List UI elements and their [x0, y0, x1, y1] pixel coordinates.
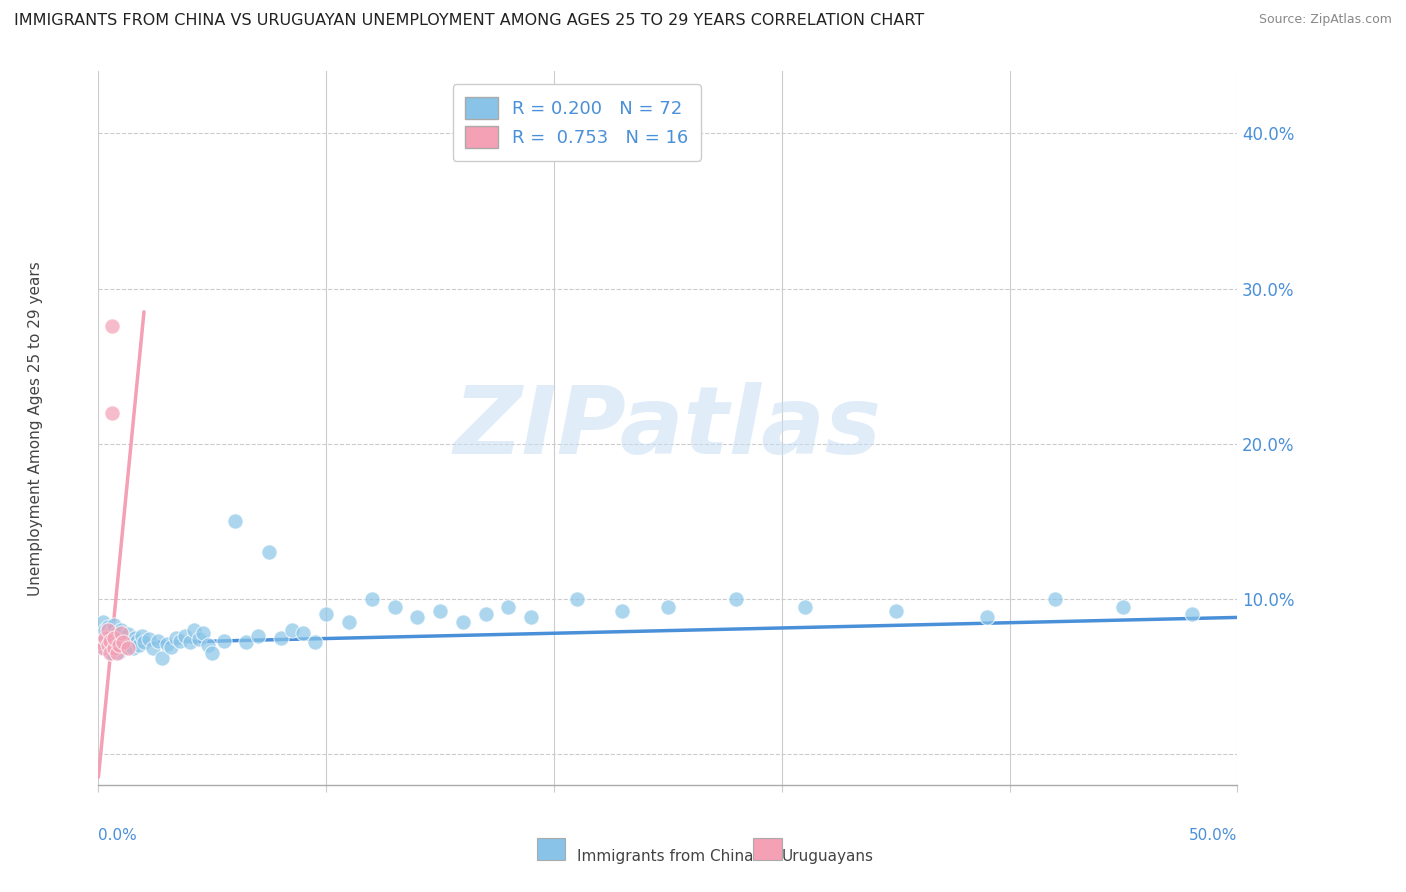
Point [121, 641, 143, 656]
Point [94, 641, 117, 656]
FancyBboxPatch shape [754, 838, 782, 860]
Legend: R = 0.200   N = 72, R =  0.753   N = 16: R = 0.200 N = 72, R = 0.753 N = 16 [453, 84, 702, 161]
Point [91, 641, 114, 656]
Point [90, 631, 112, 645]
Point [337, 615, 360, 629]
Point [165, 631, 187, 645]
Point [315, 607, 337, 622]
FancyBboxPatch shape [537, 838, 565, 860]
Point [132, 635, 155, 649]
Point [1112, 599, 1135, 614]
Point [520, 610, 543, 624]
Point [110, 623, 132, 637]
Point [270, 631, 292, 645]
Point [114, 640, 136, 654]
Point [98, 629, 121, 643]
Point [90, 635, 112, 649]
Point [1181, 607, 1204, 622]
Point [212, 633, 235, 648]
Point [612, 604, 634, 618]
Point [183, 623, 205, 637]
Point [179, 635, 201, 649]
Point [565, 591, 588, 606]
Text: 50.0%: 50.0% [1189, 828, 1237, 843]
Point [160, 640, 183, 654]
Point [103, 641, 125, 656]
Point [91, 635, 114, 649]
Point [976, 610, 998, 624]
Point [451, 615, 474, 629]
Point [474, 607, 496, 622]
Point [259, 545, 281, 559]
Point [657, 599, 679, 614]
Point [281, 623, 304, 637]
Point [142, 641, 165, 656]
Point [98, 638, 121, 652]
Point [96, 638, 118, 652]
Point [150, 650, 173, 665]
Point [101, 318, 124, 333]
Point [96, 633, 118, 648]
Point [1043, 591, 1066, 606]
Point [105, 646, 128, 660]
Point [124, 631, 146, 645]
Point [169, 633, 191, 648]
Point [292, 626, 315, 640]
Point [246, 629, 269, 643]
Point [103, 618, 125, 632]
Point [201, 646, 224, 660]
Point [96, 620, 118, 634]
Point [384, 599, 406, 614]
Text: Unemployment Among Ages 25 to 29 years: Unemployment Among Ages 25 to 29 years [28, 260, 44, 596]
Point [197, 638, 219, 652]
Point [725, 591, 748, 606]
Point [101, 624, 124, 639]
Point [96, 623, 118, 637]
Point [429, 604, 451, 618]
Point [304, 635, 326, 649]
Point [94, 631, 117, 645]
Point [91, 615, 114, 629]
Text: Uruguayans: Uruguayans [782, 849, 873, 864]
Point [112, 635, 135, 649]
Point [105, 640, 128, 654]
Point [117, 641, 139, 656]
Point [98, 646, 121, 660]
Point [94, 623, 117, 637]
Point [131, 629, 153, 643]
Text: ZIPatlas: ZIPatlas [454, 382, 882, 475]
Point [108, 638, 131, 652]
Point [187, 632, 209, 647]
Point [884, 604, 907, 618]
Point [224, 514, 246, 528]
Point [101, 646, 124, 660]
Point [360, 591, 382, 606]
Point [406, 610, 429, 624]
Point [127, 633, 149, 648]
Point [174, 629, 197, 643]
Point [110, 626, 132, 640]
Point [138, 632, 160, 647]
Point [98, 633, 121, 648]
Text: 0.0%: 0.0% [98, 828, 138, 843]
Point [112, 635, 135, 649]
Point [128, 638, 150, 652]
Point [156, 637, 179, 651]
Point [235, 635, 257, 649]
Point [105, 626, 128, 640]
Text: Source: ZipAtlas.com: Source: ZipAtlas.com [1258, 13, 1392, 27]
Point [101, 406, 124, 420]
Point [146, 633, 169, 648]
Point [498, 599, 520, 614]
Point [793, 599, 815, 614]
Point [193, 626, 215, 640]
Point [117, 627, 139, 641]
Point [108, 632, 131, 647]
Point [103, 631, 125, 645]
Point [103, 637, 125, 651]
Point [108, 644, 131, 658]
Point [120, 637, 142, 651]
Text: Immigrants from China: Immigrants from China [576, 849, 754, 864]
Text: IMMIGRANTS FROM CHINA VS URUGUAYAN UNEMPLOYMENT AMONG AGES 25 TO 29 YEARS CORREL: IMMIGRANTS FROM CHINA VS URUGUAYAN UNEMP… [14, 13, 924, 29]
